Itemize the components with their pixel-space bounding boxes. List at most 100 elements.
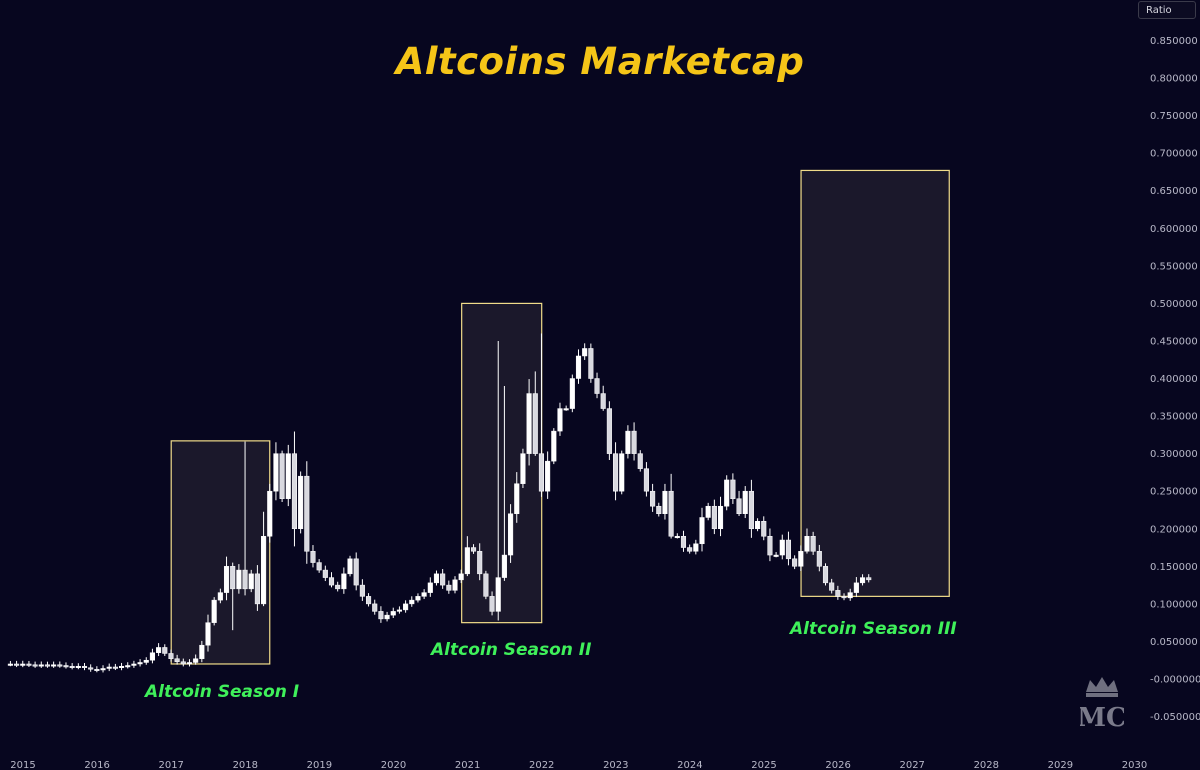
candle-body [711, 505, 717, 530]
candle [619, 450, 625, 495]
candle [458, 569, 464, 584]
candle [291, 431, 298, 547]
candle-body [119, 665, 125, 668]
candle [662, 483, 668, 520]
candle [748, 479, 754, 538]
candle [755, 518, 761, 532]
candle-body [619, 453, 625, 492]
candle [186, 659, 193, 667]
candle-body [495, 577, 501, 612]
x-tick-label: 2017 [158, 760, 183, 770]
candle [717, 496, 724, 537]
y-tick-label: 0.700000 [1150, 149, 1198, 160]
candle-body [588, 348, 594, 379]
candle [594, 372, 600, 399]
candle-body [563, 408, 569, 411]
candle-body [359, 584, 365, 597]
candle-body [267, 490, 273, 537]
candle-body [656, 505, 662, 514]
candle [433, 570, 440, 586]
candle [366, 593, 372, 607]
candle [14, 660, 20, 668]
candle [205, 614, 211, 652]
candle-body [798, 551, 804, 567]
candle [625, 425, 631, 459]
candle [841, 593, 847, 601]
candle-body [452, 579, 458, 591]
season-box-2 [461, 302, 543, 624]
candle [279, 450, 285, 502]
candle [711, 499, 717, 535]
candle [816, 544, 822, 572]
candle [378, 606, 384, 623]
candle-body [81, 665, 88, 668]
candle [409, 596, 415, 607]
candle-body [637, 453, 643, 469]
candle [359, 579, 365, 601]
candle [569, 374, 575, 413]
candle-body [285, 453, 291, 499]
candle [335, 581, 341, 592]
candle-body [514, 483, 520, 514]
candle-body [860, 577, 866, 584]
candle [156, 643, 162, 657]
candle [174, 654, 180, 665]
x-tick-label: 2026 [825, 760, 850, 770]
season-box-3 [800, 169, 950, 597]
candle [847, 588, 853, 601]
candle [724, 475, 730, 511]
candle [248, 569, 254, 593]
candle [798, 545, 804, 571]
candle [168, 649, 174, 662]
candle [396, 606, 402, 614]
candle [273, 442, 279, 501]
candle-body [508, 513, 514, 556]
candle-body [384, 614, 390, 620]
candle [563, 405, 569, 411]
candle [643, 462, 649, 497]
candle [372, 599, 378, 615]
candle-body [217, 592, 223, 601]
candle [322, 565, 328, 582]
candle [742, 486, 748, 519]
candle-body [248, 573, 254, 590]
candle-body [613, 453, 619, 492]
candle [230, 562, 236, 631]
candle-body [668, 490, 674, 537]
x-tick-label: 2028 [974, 760, 999, 770]
candle-body [100, 668, 106, 671]
candle-body [20, 663, 26, 666]
candle-body [125, 665, 131, 668]
candle-body [545, 460, 551, 492]
candle [20, 660, 26, 668]
candle [464, 536, 470, 577]
y-tick-label: 0.550000 [1150, 261, 1198, 272]
candle [613, 442, 619, 501]
candle-body [26, 663, 32, 666]
candle-body [106, 666, 112, 669]
ratio-scale-button[interactable]: Ratio [1138, 1, 1196, 19]
candle [81, 663, 88, 671]
candle-body [156, 647, 162, 653]
candle [736, 490, 742, 516]
candle-body [699, 517, 705, 545]
candle-body [63, 665, 69, 668]
candle [551, 428, 557, 465]
candle [508, 504, 514, 563]
candle-body [316, 562, 322, 571]
candle-body [230, 566, 236, 590]
candle-body [44, 664, 51, 667]
candle-body [38, 664, 44, 667]
x-tick-label: 2023 [603, 760, 628, 770]
candle-body [557, 408, 563, 432]
season-label-1: Altcoin Season I [145, 682, 300, 702]
candle [427, 577, 433, 597]
x-tick-label: 2018 [233, 760, 258, 770]
candle [75, 663, 81, 670]
candle-body [804, 536, 810, 552]
candle [575, 349, 582, 384]
candle-body [643, 468, 649, 492]
candle-body [582, 348, 588, 357]
candle [143, 657, 149, 665]
candle-body [853, 582, 859, 593]
